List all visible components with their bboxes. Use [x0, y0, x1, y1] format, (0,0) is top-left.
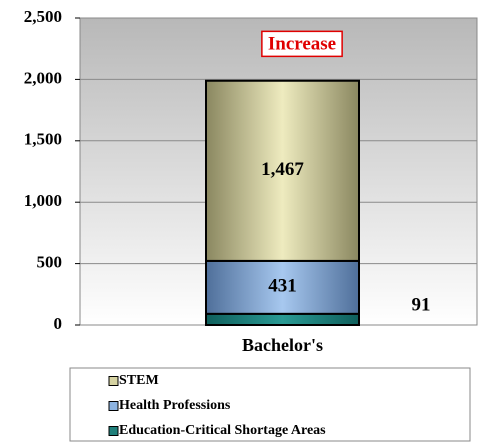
bar-segment: [205, 312, 360, 326]
data-label: 91: [412, 294, 431, 315]
data-label: 1,467: [261, 159, 304, 180]
y-tick-label: 0: [54, 314, 63, 333]
data-label: 431: [268, 276, 297, 297]
y-tick-label: 1,000: [24, 191, 62, 210]
annotation: Increase: [268, 33, 336, 54]
y-tick-label: 1,500: [24, 130, 62, 149]
legend-label: Health Professions: [119, 398, 231, 413]
legend-box: [69, 367, 471, 442]
legend-label: STEM: [119, 373, 159, 388]
y-tick-label: 2,500: [24, 7, 62, 26]
legend-swatch: [108, 401, 119, 411]
legend-swatch: [108, 426, 119, 436]
legend-label: Education-Critical Shortage Areas: [119, 423, 326, 438]
x-tick-label: Bachelor's: [242, 335, 323, 355]
legend-swatch: [108, 376, 119, 386]
y-tick-label: 500: [37, 253, 63, 272]
annotation-box: [261, 30, 343, 58]
bar-segment: [205, 79, 360, 262]
y-tick-label: 2,000: [24, 68, 62, 87]
